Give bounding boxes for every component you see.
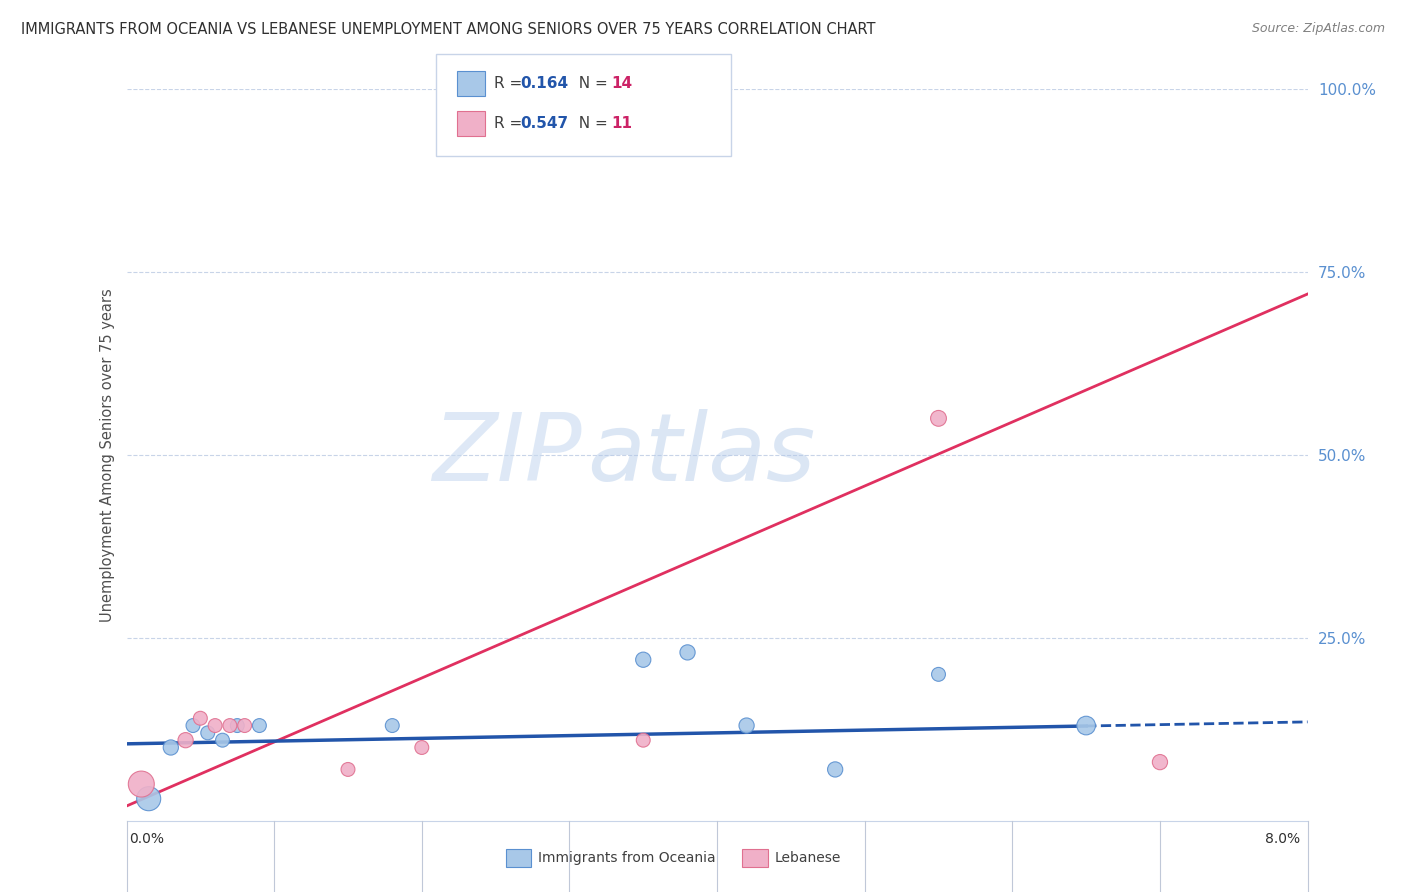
Point [233,718,256,732]
Point [631,653,654,667]
Text: 14: 14 [612,77,633,91]
Point [188,711,211,725]
Text: 0.0%: 0.0% [129,832,165,846]
Text: 11: 11 [612,116,633,130]
Point [129,777,153,791]
Point [218,718,242,732]
Point [159,740,183,755]
Text: R =: R = [494,116,527,130]
Text: Source: ZipAtlas.com: Source: ZipAtlas.com [1251,22,1385,36]
Point [226,718,249,732]
Text: atlas: atlas [588,409,815,500]
Point [211,733,233,747]
Point [1149,755,1171,769]
Point [1076,718,1098,732]
Point [247,718,270,732]
Text: Immigrants from Oceania: Immigrants from Oceania [538,851,716,865]
Point [174,733,197,747]
Text: 8.0%: 8.0% [1265,832,1301,846]
Point [928,667,950,681]
Point [676,645,699,659]
Text: Lebanese: Lebanese [775,851,841,865]
Point [138,791,160,805]
Point [197,726,219,740]
Point [181,718,204,732]
Point [381,718,404,732]
Point [928,411,950,425]
Point [824,763,846,777]
Text: N =: N = [569,77,613,91]
Y-axis label: Unemployment Among Seniors over 75 years: Unemployment Among Seniors over 75 years [100,288,115,622]
Point [411,740,433,755]
Point [337,763,360,777]
Text: 0.164: 0.164 [520,77,568,91]
Text: N =: N = [569,116,613,130]
Text: R =: R = [494,77,527,91]
Text: IMMIGRANTS FROM OCEANIA VS LEBANESE UNEMPLOYMENT AMONG SENIORS OVER 75 YEARS COR: IMMIGRANTS FROM OCEANIA VS LEBANESE UNEM… [21,22,876,37]
Point [631,733,654,747]
Point [204,718,226,732]
Text: 0.547: 0.547 [520,116,568,130]
Text: ZIP: ZIP [432,409,581,500]
Point [735,718,758,732]
